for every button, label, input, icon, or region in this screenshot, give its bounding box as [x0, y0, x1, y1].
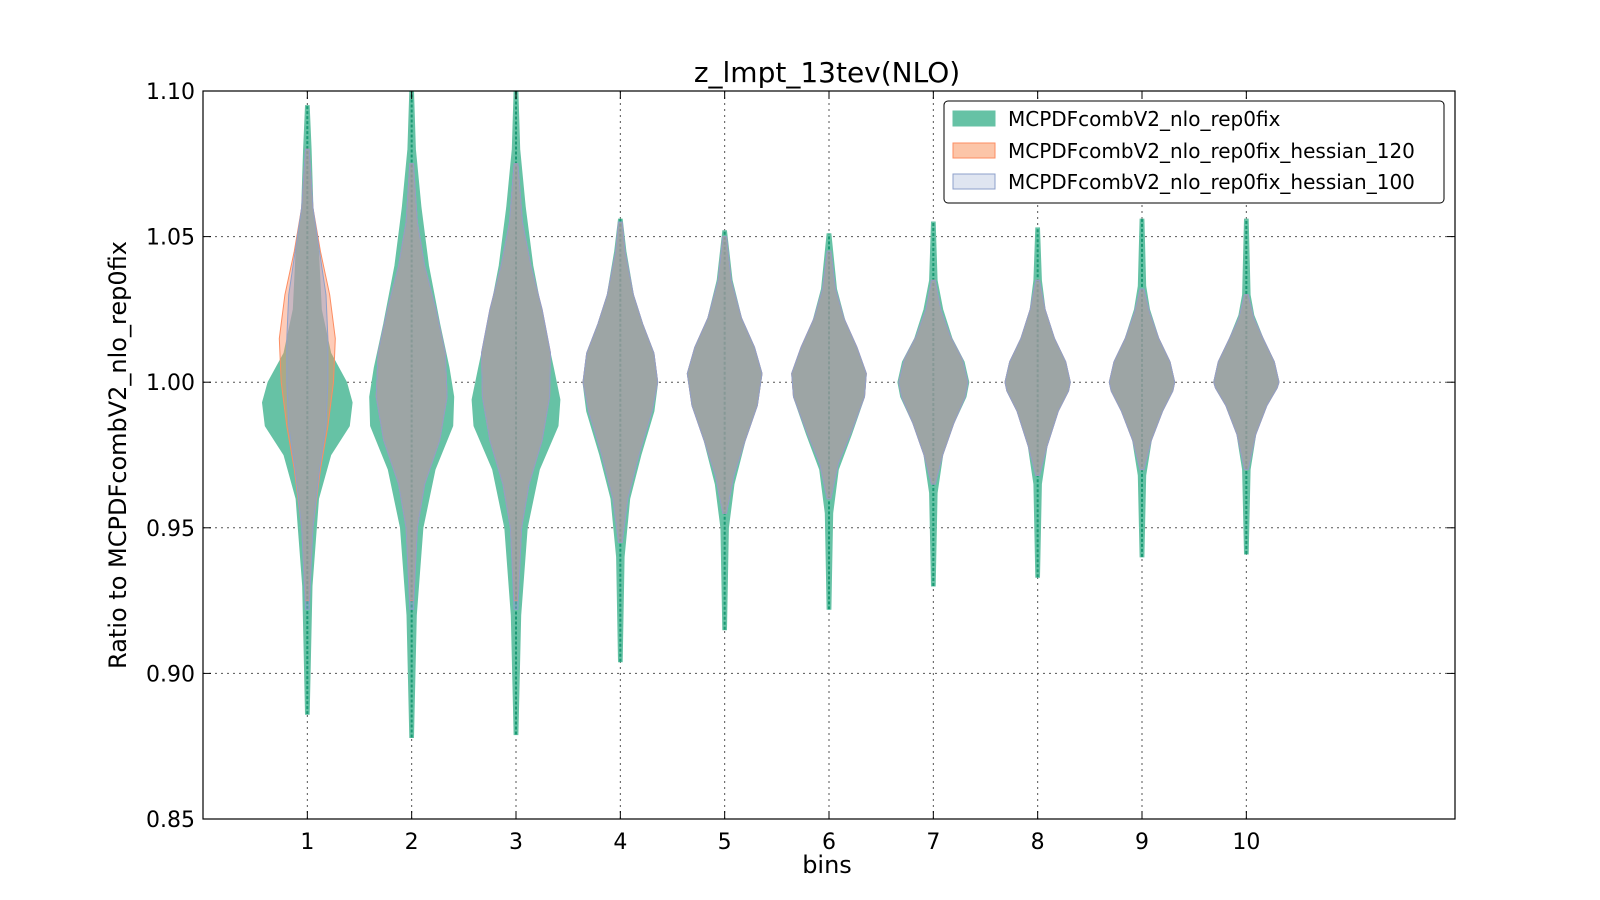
violin-body: [791, 250, 867, 500]
violin-body: [1004, 279, 1071, 476]
legend-swatch-1: [952, 110, 996, 127]
legend-swatch-2: [952, 142, 996, 159]
y-tick-label: 1.10: [146, 80, 195, 105]
violin-body: [480, 163, 552, 610]
legend-frame: [943, 100, 1445, 204]
series-3-violins: [286, 148, 1280, 610]
y-tick-label: 0.95: [146, 517, 195, 542]
violin-body: [686, 236, 763, 514]
y-tick-label: 0.90: [146, 662, 195, 687]
y-tick-label: 0.85: [146, 808, 195, 833]
x-tick-label: 8: [1031, 830, 1045, 855]
axis-ticks: 1 2 3 4 5 6 7 8 9 10 0.85 0.90 0.95 1.00 1.05 1.10: [146, 80, 1455, 855]
x-tick-label: 2: [405, 830, 419, 855]
y-axis-label: Ratio to MCPDFcombV2_nlo_rep0fix: [104, 241, 132, 669]
chart-title: z_lmpt_13tev(NLO): [694, 56, 960, 89]
series-1-violins: [261, 90, 1280, 738]
violin-body: [375, 163, 448, 610]
legend-swatch-3: [952, 173, 996, 190]
y-tick-label: 1.05: [146, 226, 195, 251]
violin-body: [286, 148, 329, 610]
legend-label-1: MCPDFcombV2_nlo_rep0fix: [1008, 107, 1281, 131]
x-tick-label: 1: [300, 830, 314, 855]
legend: MCPDFcombV2_nlo_rep0fix MCPDFcombV2_nlo_…: [943, 100, 1445, 204]
violin-body: [1108, 288, 1176, 471]
x-tick-label: 7: [926, 830, 940, 855]
y-tick-label: 1.00: [146, 371, 195, 396]
violin-body: [261, 105, 353, 715]
x-axis-label: bins: [802, 851, 852, 879]
x-tick-label: 9: [1135, 830, 1149, 855]
violin-body: [898, 279, 969, 485]
x-tick-label: 6: [822, 830, 836, 855]
x-tick-label: 3: [509, 830, 523, 855]
legend-label-3: MCPDFcombV2_nlo_rep0fix_hessian_100: [1008, 170, 1415, 194]
x-tick-label: 10: [1232, 830, 1260, 855]
x-tick-label: 5: [718, 830, 732, 855]
violin-body: [1213, 294, 1280, 471]
violin-body: [582, 221, 659, 543]
violins: [261, 90, 1280, 738]
legend-label-2: MCPDFcombV2_nlo_rep0fix_hessian_120: [1008, 139, 1415, 163]
x-tick-label: 4: [613, 830, 627, 855]
